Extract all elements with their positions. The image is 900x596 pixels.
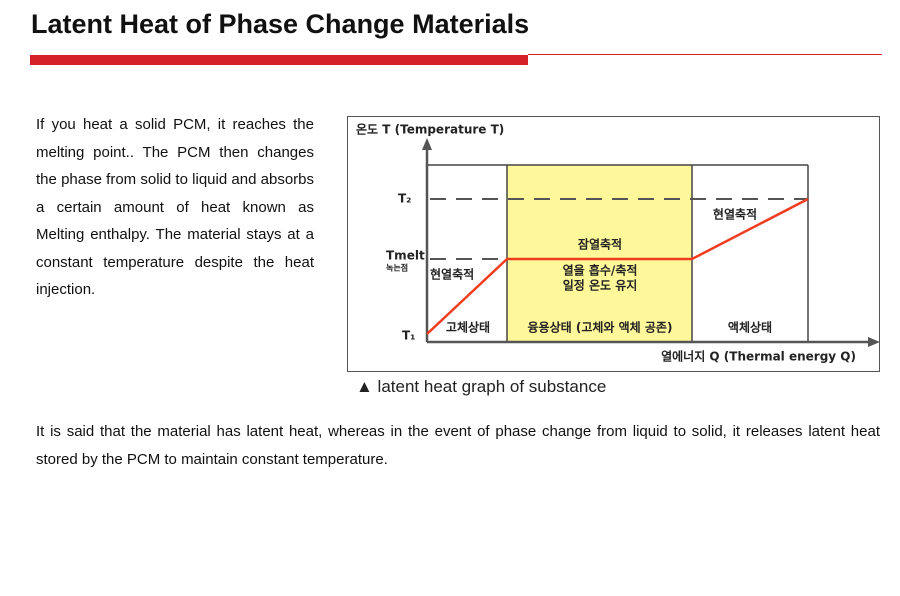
x-arrow [868, 337, 880, 347]
title: Latent Heat of Phase Change Materials [31, 9, 530, 39]
x-axis-label: 열에너지 Q (Thermal energy Q) [661, 349, 856, 364]
figure-caption: ▲ latent heat graph of substance [356, 377, 607, 396]
title-bar [30, 55, 528, 65]
solid-state: 고체상태 [446, 320, 490, 335]
y-axis-label: 온도 T (Temperature T) [356, 122, 504, 137]
tmelt-label: Tmelt [386, 249, 425, 263]
grid-lines [427, 164, 809, 342]
axes [425, 146, 872, 344]
t1-label: T₁ [402, 329, 415, 343]
absorb-label: 열을 흡수/축적 [563, 263, 638, 278]
conclusion-text: It is said that the material has latent … [36, 423, 880, 468]
melting-state: 융용상태 (고체와 액체 공존) [528, 320, 673, 335]
latent-zone [507, 165, 692, 342]
t2-label: T₂ [398, 192, 411, 206]
latent-label: 잠열축적 [578, 237, 622, 252]
heating-curve [426, 197, 809, 335]
y-arrow [422, 138, 432, 150]
dashed-levels [430, 198, 808, 260]
tmelt-korean: 녹는점 [386, 263, 408, 273]
liquid-state: 액체상태 [728, 320, 772, 335]
constant-label: 일정 온도 유지 [563, 278, 638, 293]
intro-text: If you heat a solid PCM, it reaches the … [36, 116, 314, 298]
solid-sensible: 현열축적 [430, 267, 474, 282]
title-rule [528, 54, 882, 55]
liquid-sensible: 현열축적 [713, 207, 757, 222]
